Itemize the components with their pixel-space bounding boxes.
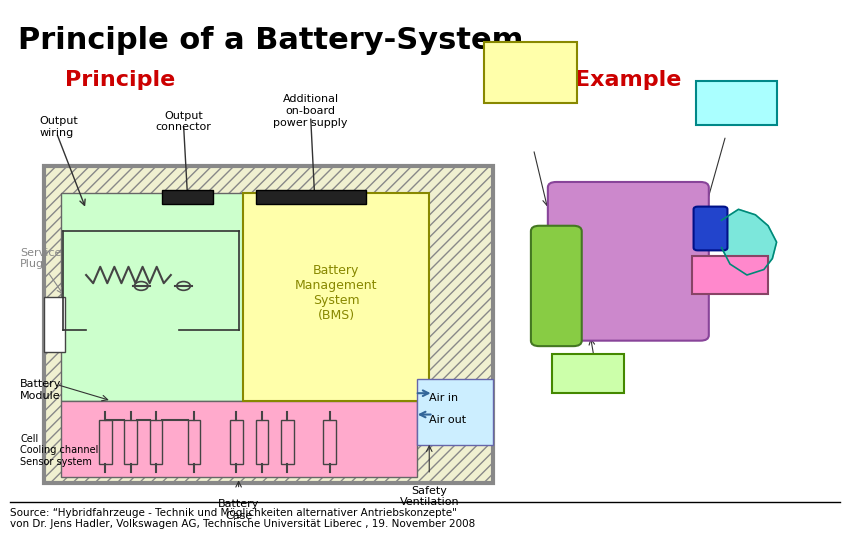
Text: Cell
Cooling channel
Sensor system: Cell Cooling channel Sensor system (20, 434, 99, 467)
Text: Service
Plug: Service Plug (20, 248, 61, 270)
FancyBboxPatch shape (60, 193, 298, 401)
Bar (188, 420, 201, 464)
Bar (256, 420, 269, 464)
Bar (150, 420, 162, 464)
Text: Output
connector: Output connector (156, 111, 212, 133)
Text: Battery
Module: Battery Module (706, 264, 753, 286)
FancyBboxPatch shape (548, 182, 709, 340)
Text: Air out: Air out (429, 415, 467, 425)
Text: Battery
Management
System
(BMS): Battery Management System (BMS) (295, 264, 377, 322)
Text: Air in: Air in (429, 393, 458, 403)
FancyBboxPatch shape (162, 190, 213, 204)
Bar (124, 420, 137, 464)
FancyBboxPatch shape (531, 226, 581, 346)
Bar (230, 420, 243, 464)
Bar (281, 420, 294, 464)
Text: Principle of a Battery-System: Principle of a Battery-System (19, 26, 524, 55)
FancyBboxPatch shape (694, 207, 728, 250)
Text: Output
wiring: Output wiring (39, 116, 78, 138)
FancyBboxPatch shape (692, 256, 768, 294)
Text: Batterie
Management
System: Batterie Management System (490, 56, 571, 89)
Text: Source: “Hybridfahrzeuge - Technik und Möglichkeiten alternativer Antriebskonzep: Source: “Hybridfahrzeuge - Technik und M… (10, 508, 475, 529)
Text: Principle: Principle (65, 70, 175, 90)
Text: Example: Example (575, 70, 682, 90)
Bar (323, 420, 336, 464)
Text: Battery
Case: Battery Case (218, 499, 259, 521)
Polygon shape (722, 210, 777, 275)
Text: Battery
Module: Battery Module (20, 379, 61, 400)
FancyBboxPatch shape (552, 354, 624, 393)
FancyBboxPatch shape (43, 166, 493, 483)
Text: Additional
on-board
power supply: Additional on-board power supply (274, 95, 348, 128)
FancyBboxPatch shape (416, 379, 493, 444)
Text: Safety
Ventilation: Safety Ventilation (400, 486, 459, 507)
Text: Safety
Ventilation: Safety Ventilation (702, 92, 770, 113)
FancyBboxPatch shape (256, 190, 366, 204)
Text: Output
wiring: Output wiring (566, 362, 609, 384)
FancyBboxPatch shape (243, 193, 429, 401)
Bar (99, 420, 111, 464)
FancyBboxPatch shape (484, 42, 577, 103)
FancyBboxPatch shape (43, 297, 65, 351)
FancyBboxPatch shape (60, 401, 416, 477)
FancyBboxPatch shape (696, 81, 777, 124)
